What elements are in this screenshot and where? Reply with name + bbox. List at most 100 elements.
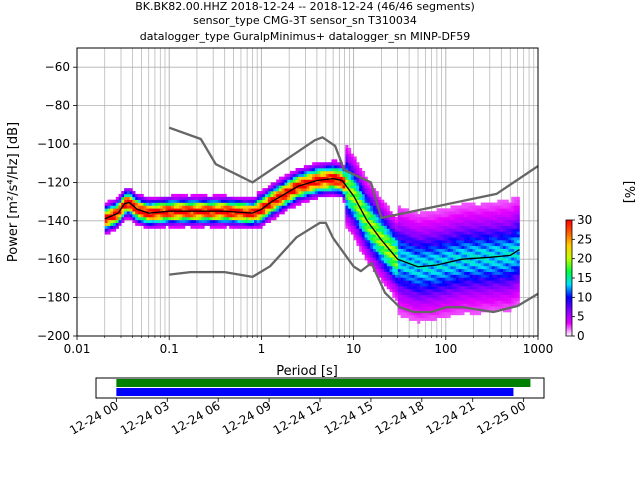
- density-cell: [466, 242, 471, 247]
- density-cell: [436, 251, 440, 255]
- density-cell: [494, 265, 498, 270]
- density-cell: [480, 248, 484, 252]
- density-cell: [370, 245, 374, 249]
- density-cell: [209, 222, 213, 226]
- density-cell: [494, 211, 498, 215]
- density-cell: [143, 219, 147, 224]
- density-cell: [406, 297, 410, 301]
- density-cell: [143, 211, 147, 215]
- density-cell: [408, 231, 412, 235]
- density-cell: [157, 196, 161, 200]
- density-cell: [455, 216, 459, 221]
- density-cell: [367, 260, 371, 264]
- density-cell: [198, 225, 202, 229]
- density-cell: [500, 222, 504, 226]
- density-cell: [129, 188, 133, 192]
- density-cell: [231, 225, 236, 229]
- timeline-bar: [116, 388, 514, 396]
- density-cell: [364, 231, 368, 235]
- density-cell: [458, 240, 462, 244]
- density-cell: [502, 202, 506, 206]
- density-cell: [411, 225, 415, 229]
- density-cell: [403, 280, 407, 284]
- density-cell: [312, 188, 316, 192]
- density-cell: [491, 214, 495, 218]
- density-cell: [433, 303, 437, 307]
- density-cell: [483, 306, 487, 310]
- density-cell: [397, 265, 401, 270]
- density-cell: [472, 294, 476, 298]
- density-cell: [367, 208, 371, 212]
- density-cell: [478, 208, 482, 212]
- density-cell: [447, 314, 451, 319]
- density-cell: [417, 283, 421, 287]
- density-cell: [384, 225, 388, 229]
- density-cell: [489, 263, 493, 267]
- density-cell: [292, 185, 296, 189]
- density-cell: [450, 214, 454, 218]
- density-cell: [182, 214, 186, 218]
- density-cell: [381, 208, 385, 212]
- density-cell: [386, 257, 390, 261]
- density-cell: [298, 168, 302, 172]
- density-cell: [422, 263, 426, 267]
- density-cell: [201, 208, 205, 212]
- density-cell: [392, 228, 396, 232]
- density-cell: [489, 268, 493, 272]
- density-cell: [389, 231, 393, 235]
- density-cell: [442, 271, 446, 275]
- density-cell: [425, 314, 429, 319]
- density-cell: [187, 202, 191, 206]
- density-cell: [328, 176, 332, 180]
- density-cell: [392, 242, 396, 247]
- density-cell: [381, 205, 385, 209]
- density-cell: [320, 170, 324, 175]
- density-cell: [348, 182, 352, 186]
- density-cell: [414, 228, 418, 232]
- density-cell: [455, 274, 459, 278]
- density-cell: [505, 225, 509, 229]
- timeline-bar: [116, 379, 531, 387]
- density-cell: [461, 277, 465, 281]
- density-cell: [229, 199, 233, 203]
- density-cell: [442, 222, 446, 226]
- density-cell: [431, 228, 435, 232]
- density-cell: [345, 165, 349, 169]
- density-cell: [419, 225, 424, 229]
- density-cell: [458, 237, 462, 241]
- density-cell: [472, 248, 476, 252]
- density-cell: [425, 219, 429, 224]
- density-cell: [508, 280, 512, 284]
- density-cell: [361, 202, 365, 206]
- density-cell: [292, 191, 296, 195]
- density-cell: [497, 283, 501, 287]
- density-cell: [461, 234, 465, 238]
- density-cell: [265, 205, 269, 209]
- density-cell: [455, 228, 459, 232]
- density-cell: [290, 202, 294, 206]
- density-cell: [502, 225, 506, 229]
- density-cell: [513, 294, 518, 298]
- density-cell: [502, 309, 506, 313]
- density-cell: [378, 216, 382, 221]
- density-cell: [406, 291, 410, 296]
- density-cell: [439, 286, 443, 290]
- density-cell: [229, 219, 233, 224]
- density-cell: [411, 294, 415, 298]
- density-cell: [395, 248, 399, 252]
- density-cell: [384, 251, 388, 255]
- density-cell: [491, 271, 495, 275]
- density-cell: [497, 205, 501, 209]
- x-tick-label: 1000: [523, 342, 554, 356]
- density-cell: [381, 202, 385, 206]
- density-cell: [400, 242, 404, 247]
- density-cell: [461, 214, 465, 218]
- density-cell: [312, 165, 316, 169]
- density-cell: [397, 280, 401, 284]
- density-cell: [215, 202, 219, 206]
- density-cell: [505, 265, 509, 270]
- density-cell: [491, 306, 495, 310]
- density-cell: [414, 263, 418, 267]
- density-cell: [104, 205, 108, 209]
- density-cell: [392, 271, 396, 275]
